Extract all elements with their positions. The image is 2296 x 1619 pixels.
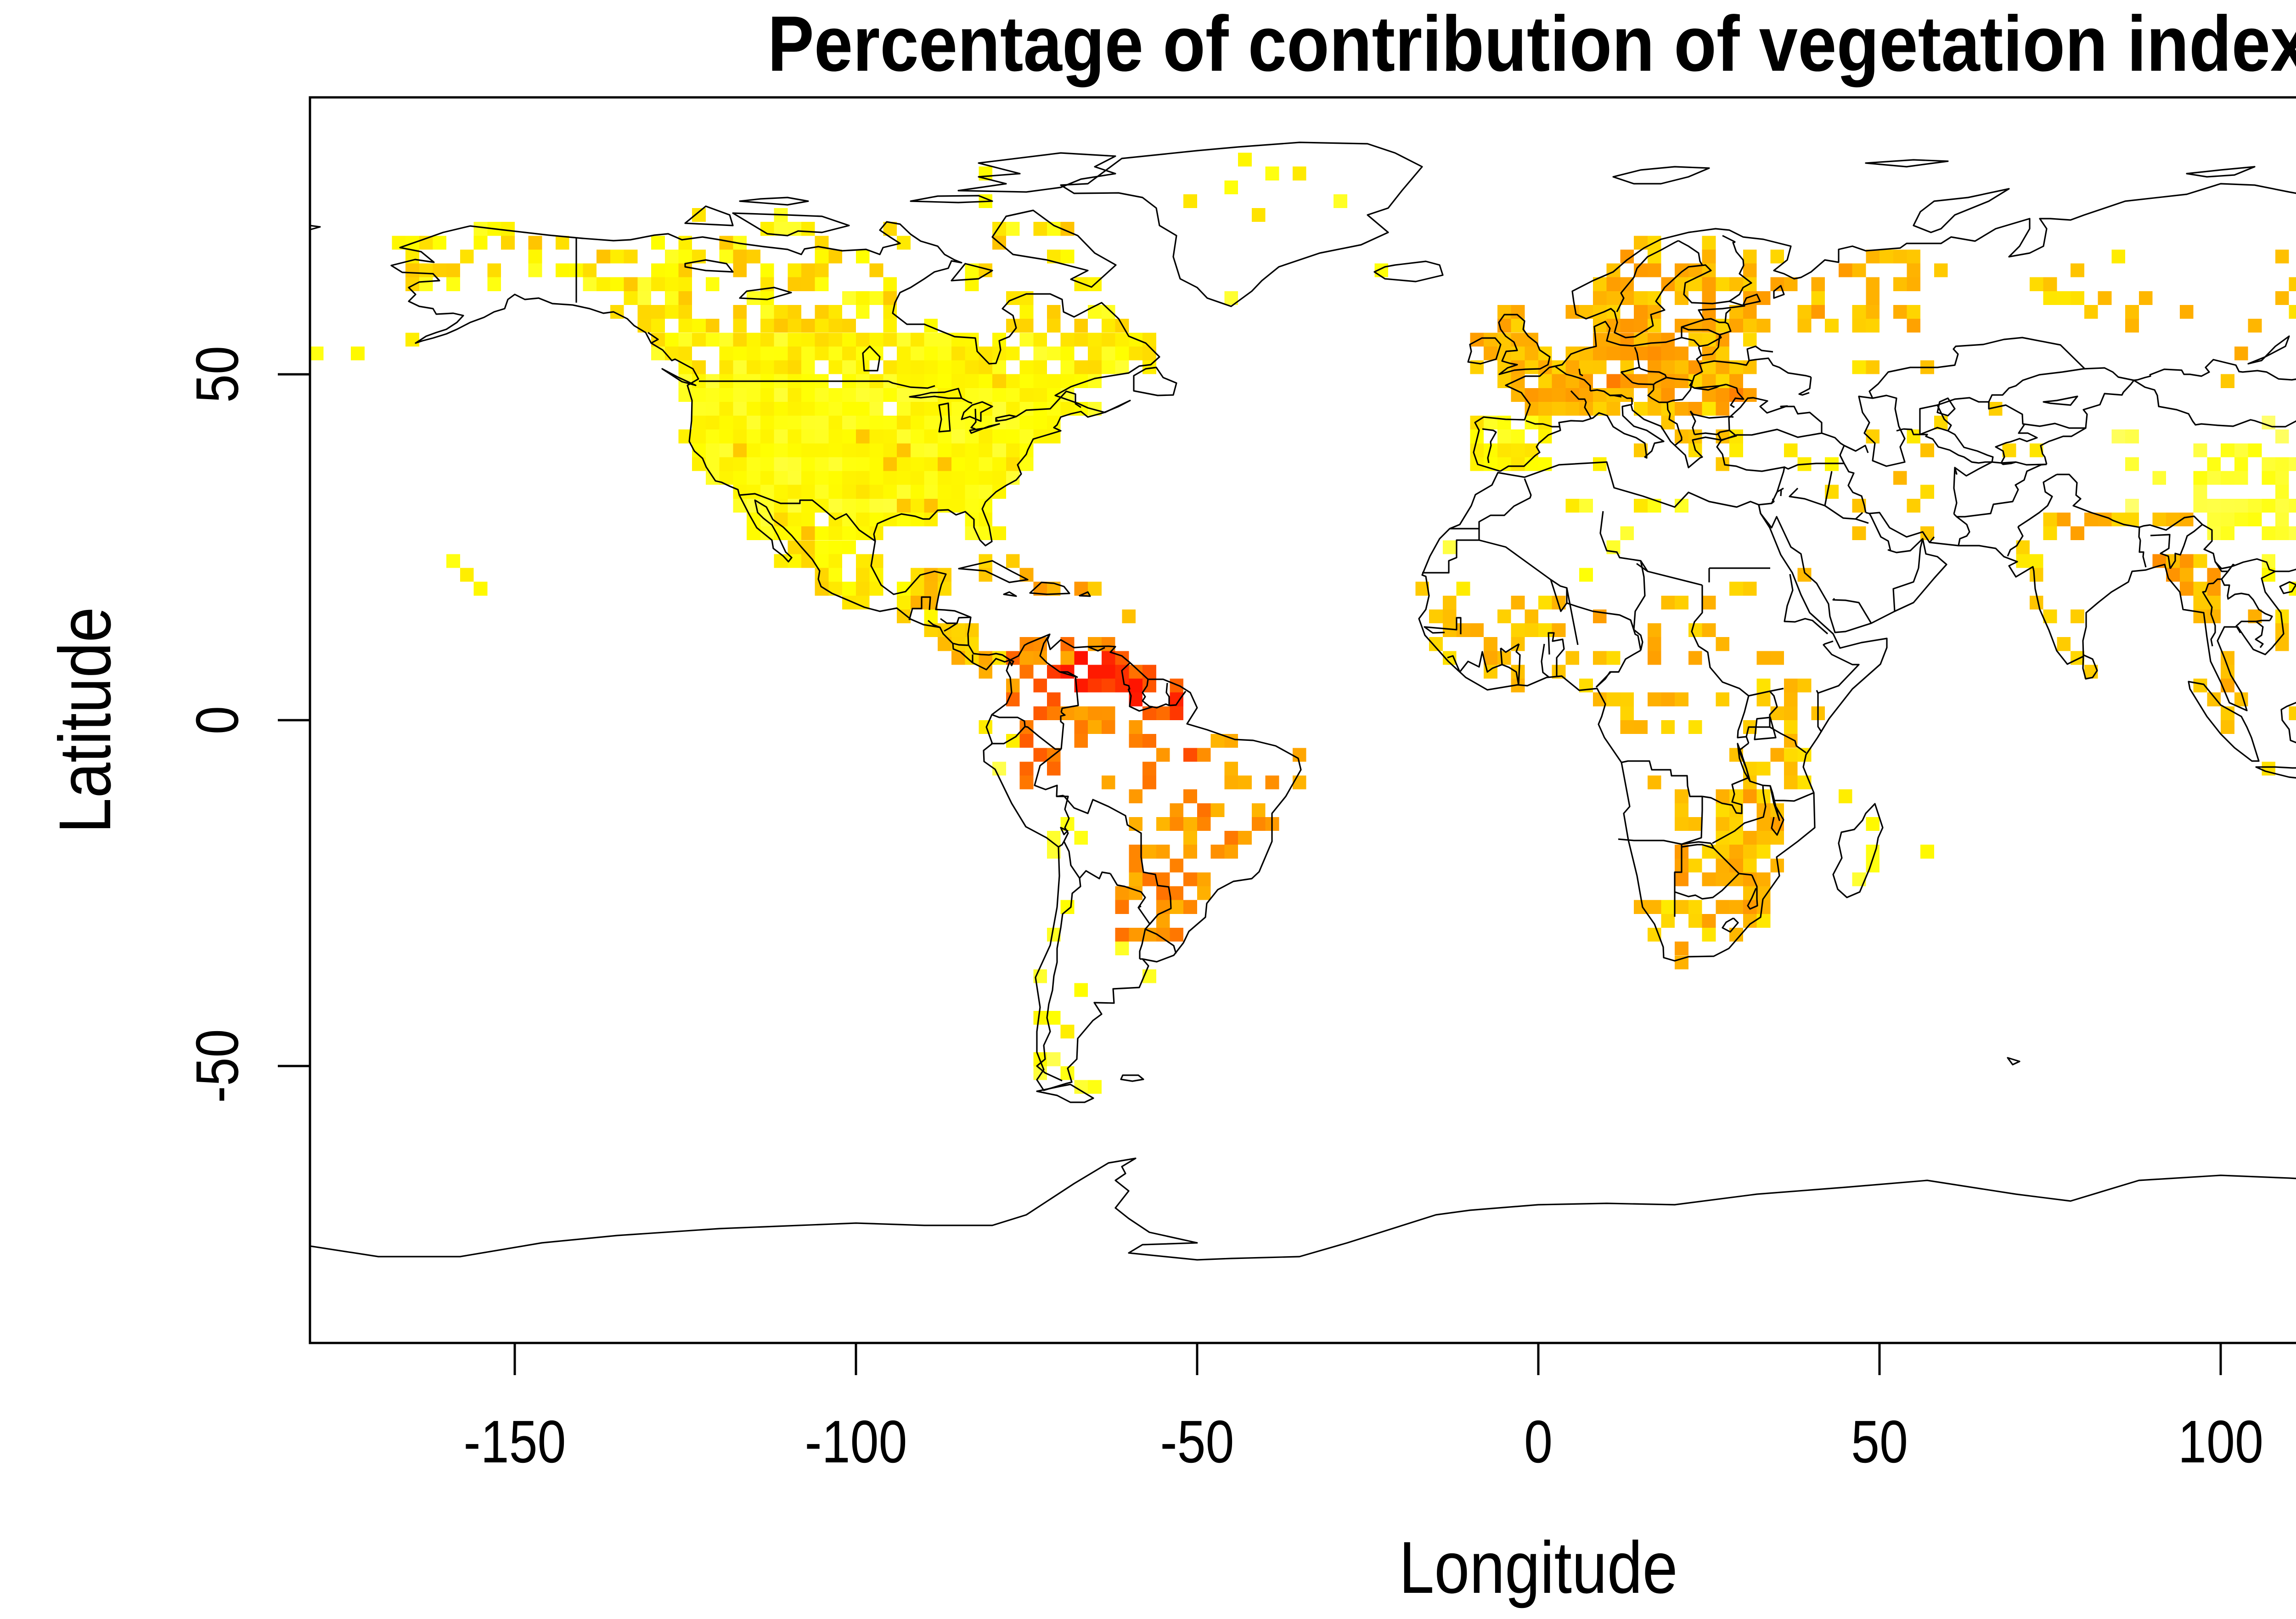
svg-text:Latitude: Latitude (44, 607, 126, 834)
svg-text:-150: -150 (464, 1408, 566, 1475)
svg-text:0: 0 (183, 706, 251, 734)
svg-text:50: 50 (1851, 1408, 1908, 1475)
svg-text:50: 50 (183, 346, 251, 403)
svg-text:100: 100 (2178, 1408, 2263, 1475)
svg-text:0: 0 (1524, 1408, 1553, 1475)
svg-text:Percentage of contribution of: Percentage of contribution of vegetation… (768, 0, 2296, 88)
svg-text:-50: -50 (183, 1029, 251, 1103)
svg-text:-100: -100 (805, 1408, 907, 1475)
svg-text:Longitude: Longitude (1399, 1526, 1678, 1608)
svg-text:-50: -50 (1160, 1408, 1234, 1475)
